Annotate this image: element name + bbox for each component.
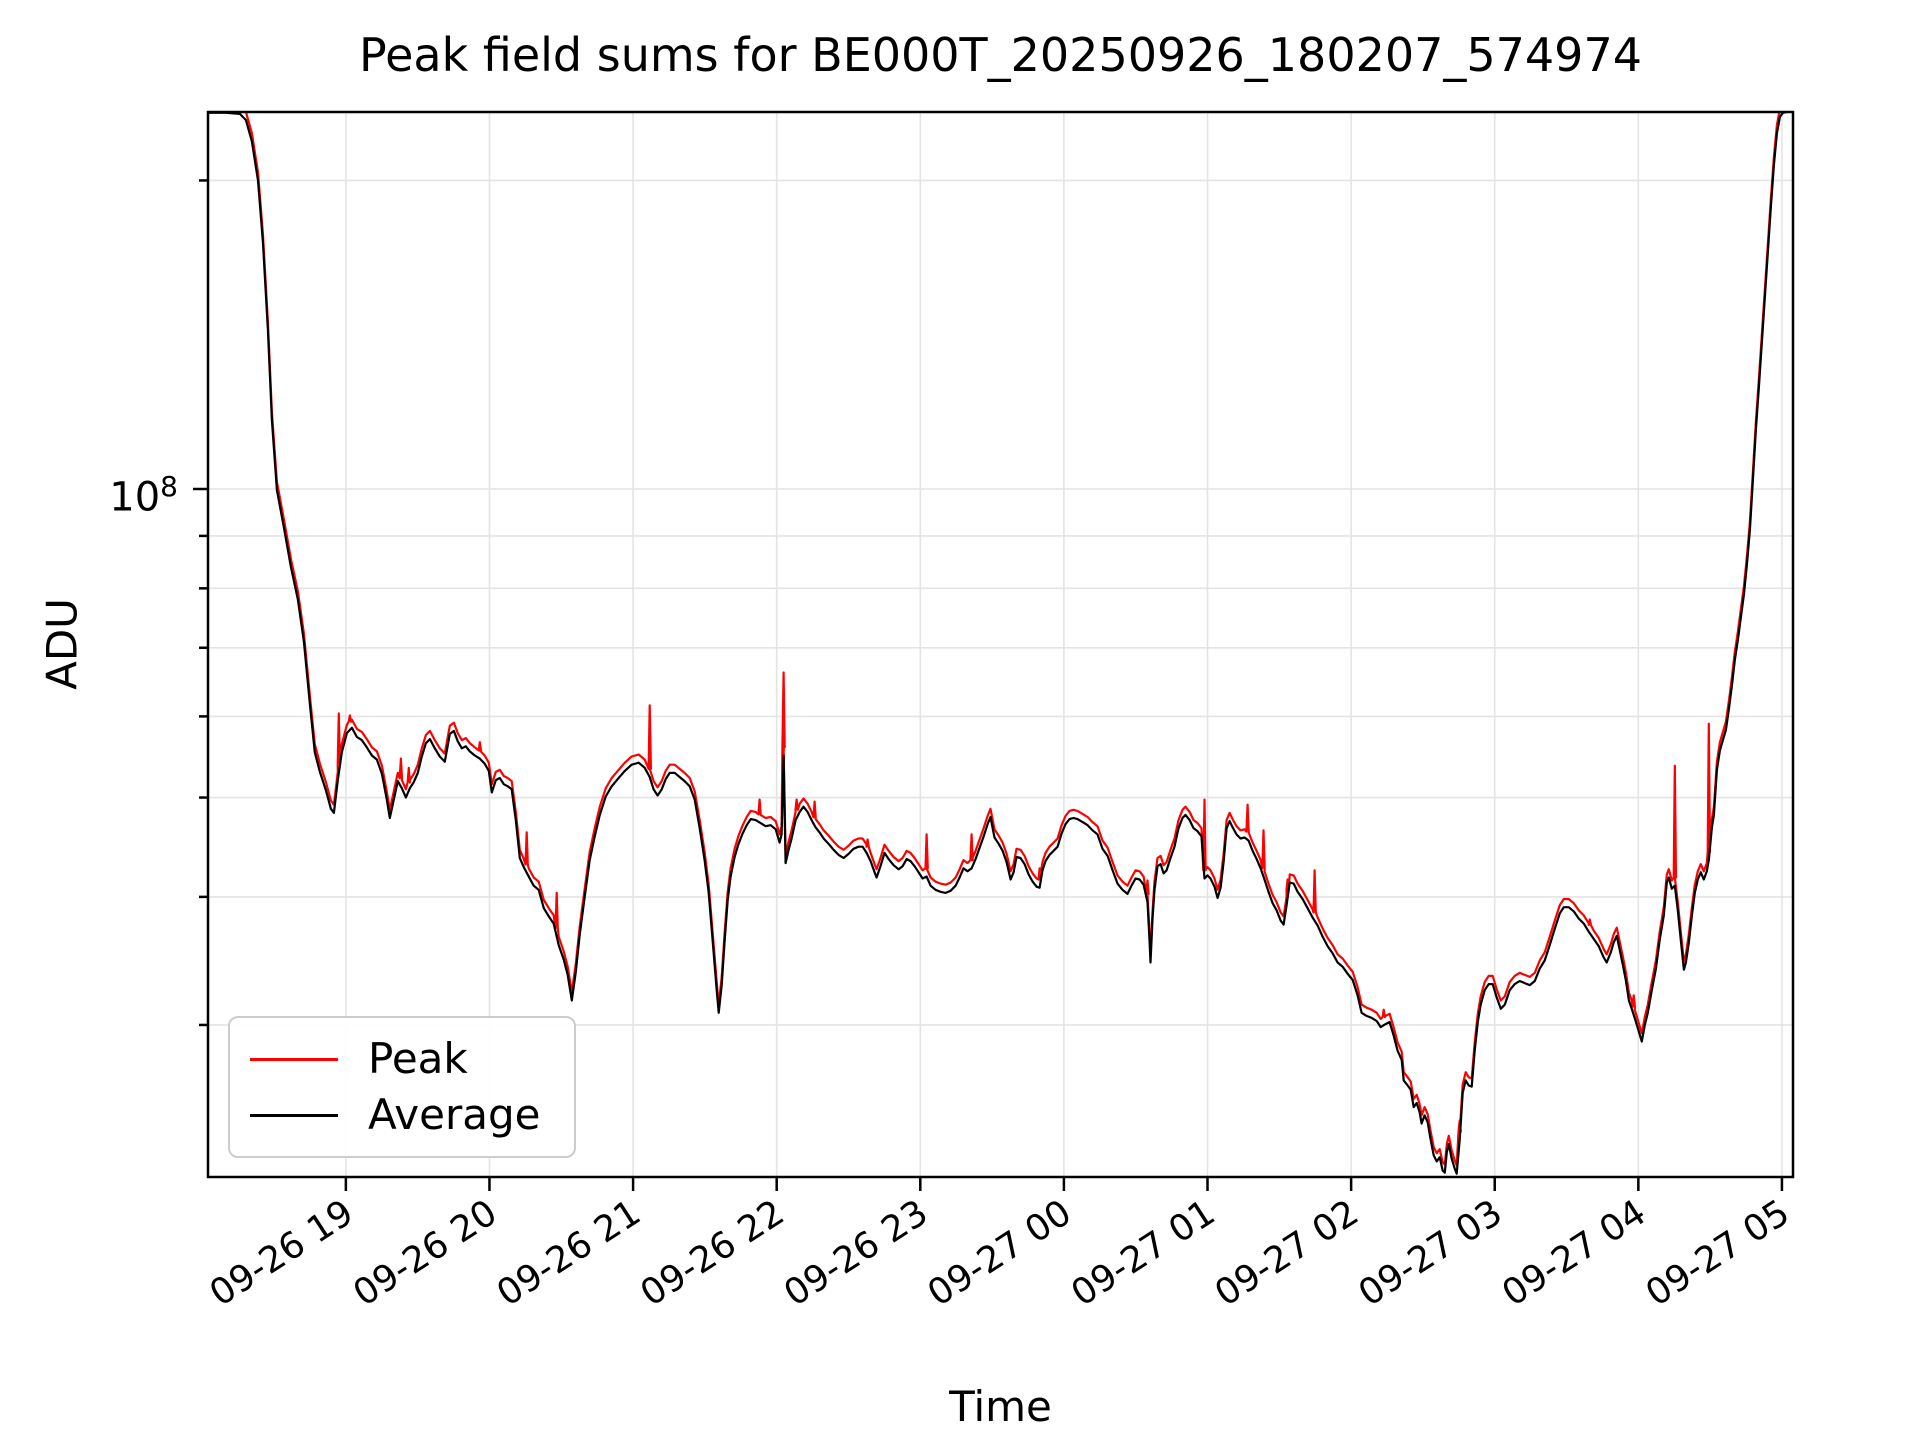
legend-label-peak: Peak — [368, 1034, 468, 1083]
series-group — [208, 112, 1793, 1175]
tick-marks — [193, 179, 1784, 1191]
y-tick-label-1e8: 108 — [90, 470, 178, 520]
y-tick-exponent: 8 — [160, 470, 178, 503]
chart-title: Peak field sums for BE000T_20250926_1802… — [359, 28, 1642, 82]
legend-row-average: Average — [250, 1094, 564, 1136]
average-line — [208, 112, 1793, 1175]
y-axis-label: ADU — [37, 598, 87, 690]
legend-row-peak: Peak — [250, 1038, 564, 1080]
x-axis-label: Time — [949, 1382, 1052, 1431]
y-tick-base: 10 — [109, 474, 161, 521]
axes-frame — [206, 110, 1795, 1179]
peak-line-swatch — [250, 1057, 338, 1061]
average-line-swatch — [250, 1113, 338, 1117]
grid-lines — [208, 112, 1793, 1177]
legend-label-average: Average — [368, 1090, 541, 1139]
legend: Peak Average — [228, 1016, 576, 1158]
peak-line — [244, 112, 1781, 1167]
